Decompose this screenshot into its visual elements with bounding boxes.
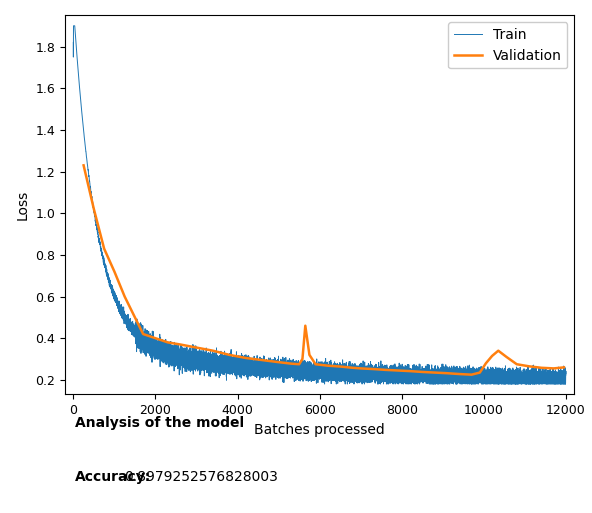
Text: Analysis of the model: Analysis of the model <box>75 416 244 430</box>
Validation <box>259 357 266 363</box>
Validation <box>101 246 108 252</box>
Validation <box>407 368 414 374</box>
Line: Train: Train <box>73 26 566 384</box>
X-axis label: Batches processed: Batches processed <box>255 423 385 437</box>
Validation <box>503 354 510 360</box>
Y-axis label: Loss: Loss <box>16 190 30 220</box>
Train <box>329 373 336 379</box>
Line: Validation: Validation <box>83 165 564 374</box>
Validation <box>80 162 87 168</box>
Validation <box>495 348 502 354</box>
Validation <box>299 356 306 362</box>
Validation <box>302 323 309 329</box>
Validation <box>131 314 139 321</box>
Train <box>369 370 377 376</box>
Validation <box>482 360 490 366</box>
Validation <box>550 365 557 371</box>
Legend: Train, Validation: Train, Validation <box>448 23 567 68</box>
Validation <box>456 371 463 377</box>
Validation <box>324 363 332 369</box>
Validation <box>164 339 171 345</box>
Validation <box>275 359 282 365</box>
Validation <box>476 369 483 376</box>
Train <box>143 336 150 342</box>
Validation <box>287 361 294 367</box>
Validation <box>394 367 401 373</box>
Validation <box>176 341 184 347</box>
Validation <box>369 366 377 372</box>
Train <box>321 381 328 387</box>
Validation <box>226 352 233 358</box>
Text: 0.8979252576828003: 0.8979252576828003 <box>124 470 278 484</box>
Train <box>197 354 204 360</box>
Validation <box>193 345 200 351</box>
Text: Accuracy:: Accuracy: <box>75 470 152 484</box>
Validation <box>468 371 475 378</box>
Validation <box>295 361 303 367</box>
Validation <box>91 206 98 212</box>
Train <box>322 363 329 369</box>
Validation <box>443 370 451 376</box>
Validation <box>357 365 364 371</box>
Validation <box>312 361 319 367</box>
Validation <box>306 352 313 358</box>
Validation <box>526 363 533 369</box>
Validation <box>538 365 545 371</box>
Validation <box>210 348 217 354</box>
Train <box>70 40 77 46</box>
Validation <box>242 355 249 361</box>
Train <box>562 371 570 377</box>
Validation <box>337 363 344 369</box>
Train <box>96 236 103 243</box>
Validation <box>140 331 147 337</box>
Validation <box>431 369 438 376</box>
Validation <box>382 367 389 373</box>
Validation <box>561 364 568 370</box>
Validation <box>349 365 356 371</box>
Validation <box>152 335 159 341</box>
Validation <box>111 268 118 274</box>
Validation <box>488 353 496 359</box>
Validation <box>513 361 520 367</box>
Validation <box>121 293 128 300</box>
Validation <box>419 369 426 375</box>
Train <box>70 23 77 29</box>
